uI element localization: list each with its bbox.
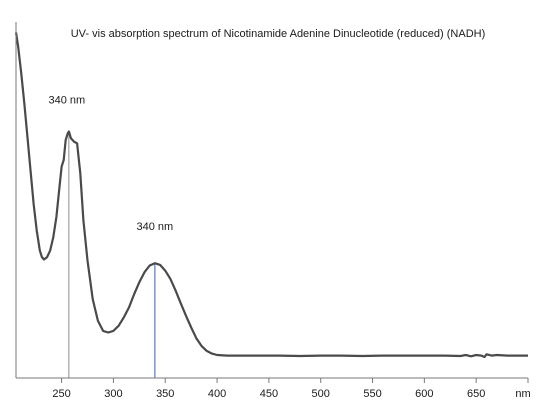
x-tick-label: 500: [312, 388, 330, 400]
x-unit-label: nm: [515, 388, 530, 400]
peak-label: 340 nm: [49, 95, 86, 107]
x-tick-label: 250: [52, 388, 70, 400]
chart-title: UV- vis absorption spectrum of Nicotinam…: [71, 28, 486, 40]
peak-label: 340 nm: [137, 221, 174, 233]
spectrum-line: [14, 32, 528, 359]
x-tick-label: 650: [467, 388, 485, 400]
x-tick-label: 450: [260, 388, 278, 400]
x-tick-label: 550: [363, 388, 381, 400]
x-tick-label: 600: [415, 388, 433, 400]
x-tick-label: 350: [156, 388, 174, 400]
x-tick-label: 300: [104, 388, 122, 400]
plot-area: 340 nm 340 nm: [14, 32, 528, 378]
x-axis: 250 300 350 400 450 500 550 600 650 nm: [15, 22, 531, 400]
x-tick-label: 400: [208, 388, 226, 400]
